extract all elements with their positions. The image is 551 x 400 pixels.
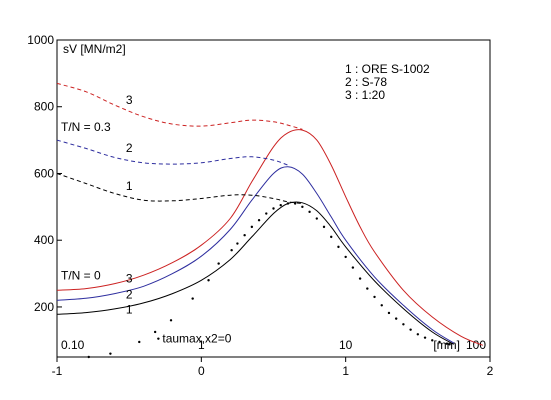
annotation-label: taumax,x2=0 [162,332,231,346]
scatter-point [257,218,261,222]
x-inner-label: 0.10 [61,338,85,352]
scatter-point [250,225,254,229]
scatter-point [293,202,297,205]
legend-item: 3 : 1:20 [345,88,385,102]
y-tick-label: 200 [34,300,54,314]
scatter-point [236,242,239,245]
x-tick-label: -1 [52,364,63,378]
legend-item: 1 : ORE S-1002 [345,62,430,76]
x-tick-label: 2 [487,364,494,378]
scatter-point [243,234,246,237]
scatter-point [308,210,311,214]
scatter-point [301,205,304,209]
curve-label: 2 [126,141,133,155]
scatter-point [344,255,347,259]
scatter-point [153,330,157,334]
y-axis-label: sV [MN/m2] [63,42,126,56]
scatter-point [109,352,112,355]
scatter-point [438,340,441,344]
scatter-point [322,225,326,229]
y-tick-label: 800 [34,100,54,114]
scatter-point [230,249,233,252]
scatter-point [272,207,275,210]
scatter-point [330,235,333,239]
series-line-2-dashed [56,139,289,166]
scatter-point [373,295,376,299]
curve-label: 1 [126,179,133,193]
curve-label: 1 [126,303,133,317]
group-label: T/N = 0 [61,268,101,282]
scatter-layer [87,202,451,359]
curve-label: 2 [126,287,133,301]
legend-item: 2 : S-78 [345,75,387,89]
x-tick-label: 0 [198,364,205,378]
x-inner-label: 1 [198,338,205,352]
scatter-point [169,319,173,322]
scatter-point [409,328,412,331]
scatter-point [394,317,398,320]
scatter-point [448,343,451,346]
x-inner-label: 100 [466,338,486,352]
x-tick-label: 1 [342,364,349,378]
y-tick-label: 1000 [27,33,54,47]
series-line-3-solid [56,129,483,346]
series-line-1-solid [56,201,455,345]
scatter-point [87,355,90,359]
series-layer [56,82,483,346]
scatter-point [191,297,194,300]
scatter-point [366,287,369,290]
y-tick-label: 600 [34,166,54,180]
scatter-point [423,336,427,339]
scatter-point [138,340,141,344]
scatter-point [358,277,362,280]
scatter-point [315,217,318,220]
scatter-point [351,266,355,269]
curve-label: 3 [126,93,133,107]
curve-label: 3 [126,271,133,285]
scatter-point [217,262,220,265]
x-inner-label: 10 [339,338,353,352]
scatter-point [207,279,210,282]
series-line-2-solid [56,166,455,344]
scatter-point [416,333,420,336]
scatter-point [431,339,434,342]
series-line-3-dashed [56,82,303,130]
scatter-point [265,212,268,215]
scatter-point [387,311,391,315]
scatter-point [445,342,448,345]
scatter-point [380,304,383,307]
annotation-marker [157,337,160,340]
plot-frame [56,39,491,358]
y-tick-label: 400 [34,233,54,247]
scatter-point [337,245,340,249]
series-line-1-dashed [56,173,303,204]
scatter-point [279,203,282,207]
scatter-point [402,323,405,326]
group-label: T/N = 0.3 [61,120,111,134]
scatter-point [286,202,290,205]
